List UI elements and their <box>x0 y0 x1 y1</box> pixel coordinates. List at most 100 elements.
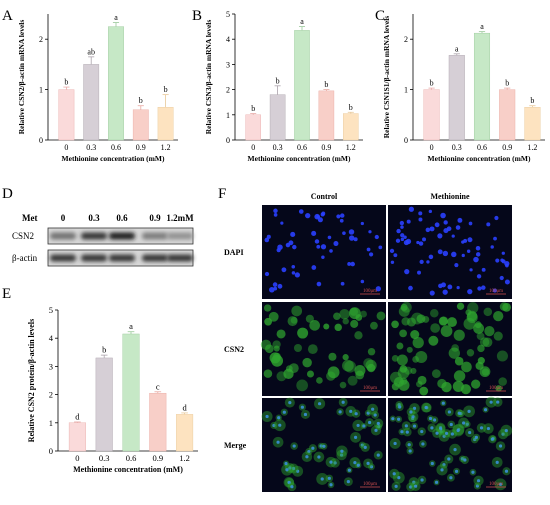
significance-label: a <box>114 13 118 22</box>
cell-mark <box>344 360 357 373</box>
nucleus-mark <box>277 416 281 420</box>
nucleus-mark <box>354 412 358 416</box>
y-tick-label: 1 <box>226 111 230 120</box>
nucleus-mark <box>400 225 404 229</box>
cell-mark <box>370 321 378 330</box>
cell-mark <box>355 370 365 380</box>
nucleus-mark <box>276 248 281 253</box>
nucleus-mark <box>469 268 473 272</box>
bar-1-2 <box>157 107 174 141</box>
nucleus-mark <box>450 432 454 436</box>
nucleus-mark <box>353 435 358 439</box>
cell-mark <box>323 323 330 330</box>
cell-mark <box>474 321 482 329</box>
x-tick-label: 0 <box>64 143 68 152</box>
x-tick-label: 0.9 <box>152 453 163 463</box>
nucleus-mark <box>356 463 360 467</box>
significance-label: b <box>102 345 106 355</box>
nucleus-mark <box>443 220 448 225</box>
cell-mark <box>399 329 407 338</box>
nucleus-mark <box>476 479 481 483</box>
nucleus-mark <box>338 410 342 414</box>
nucleus-mark <box>477 286 482 291</box>
cell-mark <box>496 350 508 362</box>
cell-mark <box>307 344 318 355</box>
micrograph-row-label: CSN2 <box>224 345 244 354</box>
nucleus-mark <box>336 214 341 219</box>
nucleus-mark <box>316 244 321 249</box>
significance-label: a <box>480 22 484 31</box>
x-tick-label: 0.6 <box>477 143 487 152</box>
nucleus-mark <box>284 461 288 466</box>
nucleus-mark <box>353 461 357 465</box>
blot-band <box>167 232 193 240</box>
nucleus-mark <box>377 424 381 429</box>
nucleus-mark <box>333 461 337 465</box>
nucleus-mark <box>389 248 395 254</box>
nucleus-mark <box>498 482 503 486</box>
nucleus-mark <box>454 469 459 473</box>
cell-mark <box>410 329 420 340</box>
nucleus-mark <box>340 449 344 453</box>
nucleus-mark <box>298 209 304 214</box>
blot-lane-label: 0 <box>61 213 66 223</box>
y-axis-label: Relative CSN2 protein/β-actin levels <box>27 319 36 442</box>
cell-mark <box>410 367 417 374</box>
nucleus-mark <box>349 409 353 413</box>
x-tick-label: 0.3 <box>86 143 96 152</box>
cell-mark <box>271 354 284 367</box>
cell-mark <box>354 331 363 340</box>
nucleus-mark <box>368 230 372 234</box>
nucleus-mark <box>422 237 427 242</box>
x-tick-label: 1.2 <box>179 453 190 463</box>
nucleus-mark <box>321 255 325 259</box>
scale-bar-label: 100μm <box>363 482 377 487</box>
cell-mark <box>302 357 312 368</box>
bar-1-2 <box>524 107 541 141</box>
micrograph-panel <box>262 205 386 299</box>
nucleus-mark <box>475 484 480 488</box>
significance-label: b <box>64 78 68 87</box>
nucleus-mark <box>409 485 413 489</box>
nucleus-mark <box>369 465 374 469</box>
nucleus-mark <box>475 252 481 257</box>
cell-mark <box>467 302 479 314</box>
nucleus-mark <box>317 402 322 406</box>
nucleus-mark <box>418 211 423 216</box>
nucleus-mark <box>418 217 423 222</box>
nucleus-mark <box>391 417 395 421</box>
cell-mark <box>265 344 274 354</box>
nucleus-mark <box>291 271 296 275</box>
nucleus-mark <box>467 409 471 413</box>
nucleus-mark <box>305 455 309 459</box>
nucleus-mark <box>447 284 453 290</box>
bar-0 <box>245 114 261 141</box>
bar-0 <box>58 89 75 141</box>
cell-mark <box>475 361 484 370</box>
nucleus-mark <box>273 208 278 214</box>
cell-mark <box>406 317 416 327</box>
scale-bar-label: 100μm <box>363 289 377 294</box>
cell-mark <box>293 343 302 353</box>
nucleus-mark <box>442 463 446 467</box>
blot-lane-label: 0.3 <box>88 213 100 223</box>
x-tick-label: 0.6 <box>126 453 137 463</box>
cell-mark <box>342 359 354 372</box>
nucleus-mark <box>465 422 469 426</box>
cell-mark <box>454 356 464 366</box>
scale-bar-label: 100μm <box>489 482 503 487</box>
nucleus-mark <box>400 233 405 238</box>
nucleus-mark <box>479 426 484 430</box>
y-tick-label: 0 <box>404 136 408 145</box>
bar-1-2 <box>343 113 359 141</box>
cell-mark <box>484 326 495 337</box>
nucleus-mark <box>457 217 463 223</box>
cell-mark <box>481 368 490 376</box>
nucleus-mark <box>504 279 510 285</box>
nucleus-mark <box>340 213 345 218</box>
bar-0-3 <box>95 357 113 452</box>
nucleus-mark <box>317 455 321 459</box>
nucleus-mark <box>368 252 374 257</box>
cell-mark <box>339 381 347 389</box>
cell-mark <box>263 304 272 312</box>
